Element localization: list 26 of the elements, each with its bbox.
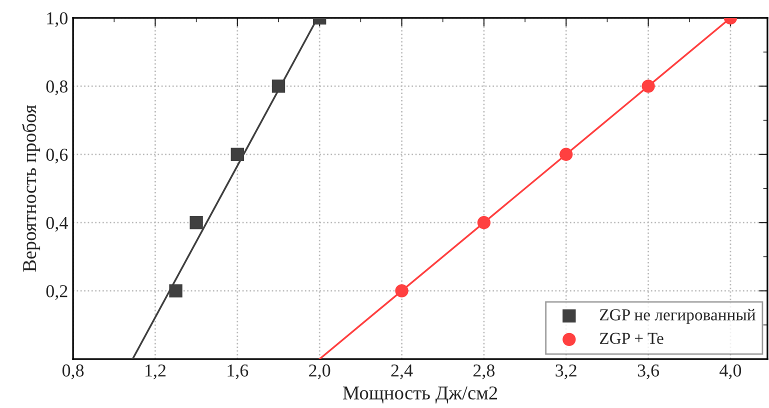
x-tick-label: 2,0: [309, 364, 330, 380]
legend-label: ZGP не легированный: [600, 308, 756, 324]
x-tick-label: 0,8: [62, 364, 84, 380]
point: [169, 284, 182, 298]
x-tick-label: 1,2: [146, 364, 166, 380]
legend-label: ZGP + Te: [600, 332, 664, 344]
x-tick-label: 3,6: [638, 364, 660, 380]
x-axis-title: Мощность Дж/см2: [342, 386, 498, 404]
point: [560, 148, 573, 161]
point: [272, 80, 286, 93]
y-tick-label: 1,0: [47, 12, 68, 27]
point: [395, 284, 408, 298]
x-tick-label: 2,8: [473, 364, 495, 380]
y-tick-label: 0,6: [46, 148, 68, 164]
x-tick-label: 4,0: [720, 364, 742, 380]
x-tick-label: 2,4: [391, 364, 413, 380]
point: [230, 148, 244, 161]
point: [642, 80, 655, 93]
y-tick-label: 0,4: [46, 216, 68, 232]
point: [477, 216, 491, 230]
x-tick-label: 3,2: [556, 364, 576, 380]
y-tick-label: 0,8: [46, 80, 68, 96]
x-tick-label: 1,6: [228, 364, 248, 380]
point: [190, 216, 203, 230]
y-axis-title: Вероятность пробоя: [22, 105, 40, 272]
y-tick-label: 0,2: [46, 285, 68, 300]
